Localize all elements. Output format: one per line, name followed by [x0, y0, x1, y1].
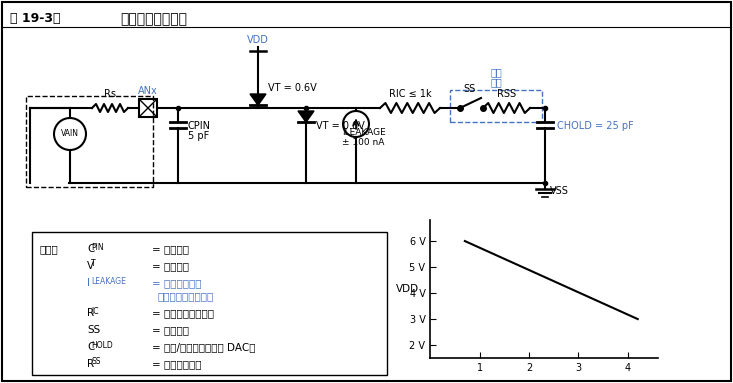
- Text: 图注：: 图注：: [40, 244, 59, 254]
- Text: SS: SS: [87, 325, 100, 335]
- Text: = 采样开关: = 采样开关: [152, 325, 189, 335]
- Polygon shape: [250, 94, 266, 105]
- Text: 图 19-3：: 图 19-3：: [10, 12, 61, 25]
- Text: = 各个连接点在: = 各个连接点在: [152, 278, 202, 288]
- Text: R: R: [87, 308, 94, 318]
- Text: = 门限电压: = 门限电压: [152, 261, 189, 271]
- Text: LEAKAGE: LEAKAGE: [91, 277, 126, 285]
- Bar: [450, 90, 542, 122]
- Text: VT = 0.6V: VT = 0.6V: [268, 83, 317, 93]
- Text: CHOLD = 25 pF: CHOLD = 25 pF: [557, 121, 634, 131]
- Text: = 采样/保持电容（来自 DAC）: = 采样/保持电容（来自 DAC）: [152, 342, 256, 352]
- Text: C: C: [87, 244, 95, 254]
- Text: T: T: [91, 260, 96, 268]
- Text: RSS: RSS: [497, 89, 516, 99]
- Text: R: R: [87, 359, 94, 369]
- Text: V: V: [87, 261, 94, 271]
- Text: 引脚产生的泄漏电流: 引脚产生的泄漏电流: [158, 291, 214, 301]
- Text: C: C: [87, 342, 95, 352]
- Bar: [26, 96, 153, 187]
- Text: 开关: 开关: [490, 67, 502, 77]
- Text: VAIN: VAIN: [61, 129, 79, 139]
- Text: I: I: [87, 278, 90, 288]
- Text: VSS: VSS: [550, 186, 569, 196]
- Bar: [139, 99, 157, 117]
- Text: = 采样开关电阻: = 采样开关电阻: [152, 359, 202, 369]
- Text: SS: SS: [464, 84, 476, 94]
- Text: VDD: VDD: [396, 284, 419, 294]
- Text: ILEAKAGE: ILEAKAGE: [342, 128, 386, 137]
- Text: 5 pF: 5 pF: [188, 131, 209, 141]
- Text: SS: SS: [91, 357, 100, 367]
- Text: = 输入电容: = 输入电容: [152, 244, 189, 254]
- Text: ± 100 nA: ± 100 nA: [342, 138, 384, 147]
- Bar: [32, 232, 387, 375]
- Text: CPIN: CPIN: [188, 121, 211, 131]
- Text: VDD: VDD: [247, 35, 269, 45]
- Text: PIN: PIN: [91, 242, 104, 252]
- Text: IC: IC: [91, 306, 99, 316]
- Text: ANx: ANx: [138, 86, 158, 96]
- Polygon shape: [298, 111, 314, 122]
- Text: Rs: Rs: [104, 89, 116, 99]
- Text: 模拟输入典型电路: 模拟输入典型电路: [120, 12, 187, 26]
- Text: HOLD: HOLD: [91, 340, 113, 350]
- Text: 采样: 采样: [490, 77, 502, 87]
- Text: RIC ≤ 1k: RIC ≤ 1k: [388, 89, 431, 99]
- Text: = 内部连线等效电阻: = 内部连线等效电阻: [152, 308, 214, 318]
- Text: VT = 0.6V: VT = 0.6V: [316, 121, 365, 131]
